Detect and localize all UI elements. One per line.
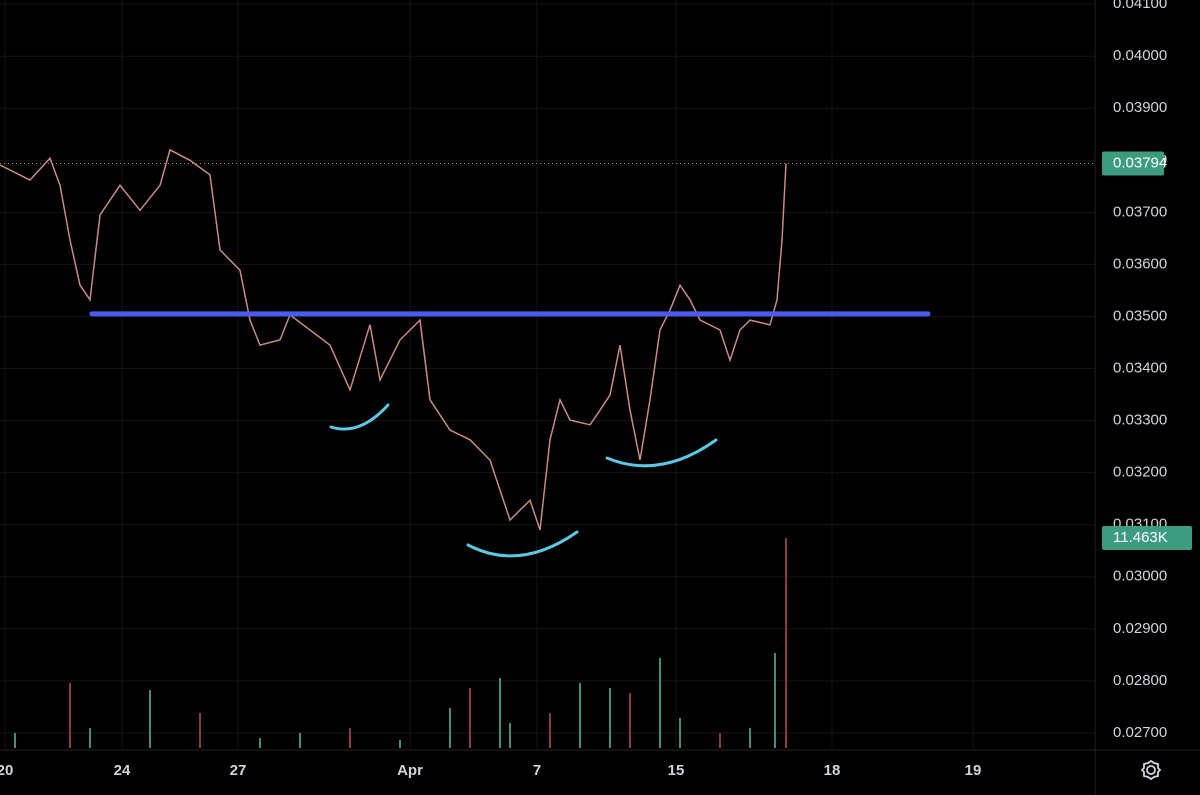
volume-bar	[774, 652, 776, 748]
arc	[605, 438, 718, 468]
y-tick-label: 0.02800	[1113, 672, 1167, 689]
arc	[329, 403, 390, 431]
last-price-label: 0.03794	[1113, 154, 1167, 171]
volume-bar	[469, 687, 471, 748]
last-volume-label: 11.463K	[1113, 529, 1168, 546]
last-price-box	[1102, 151, 1164, 176]
overlay: 0.027000.028000.029000.030000.031000.032…	[0, 0, 1192, 779]
volume-bar	[579, 682, 581, 748]
volume-bar	[449, 707, 451, 748]
volume-bar	[749, 727, 751, 748]
y-tick-label: 0.03700	[1113, 203, 1167, 220]
x-tick-label: 7	[533, 762, 541, 779]
y-tick-label: 0.03900	[1113, 99, 1167, 116]
last-volume-box	[1102, 526, 1192, 550]
y-tick-label: 0.04000	[1113, 47, 1167, 64]
volume-bar	[549, 712, 551, 748]
y-tick-label: 0.03000	[1113, 568, 1167, 585]
volume-bar	[349, 727, 351, 748]
gear-outline	[1140, 759, 1162, 781]
y-tick-label: 0.03600	[1113, 255, 1167, 272]
volume-bar	[399, 739, 401, 748]
y-tick-label: 0.02900	[1113, 620, 1167, 637]
y-tick-label: 0.03500	[1113, 307, 1167, 324]
x-tick-label: 24	[114, 762, 131, 779]
y-tick-label: 0.03300	[1113, 412, 1167, 429]
volume-bar	[259, 737, 261, 748]
x-tick-label: 20	[0, 762, 13, 779]
y-tick-label: 0.04100	[1113, 0, 1167, 12]
price-line	[0, 148, 787, 531]
pattern-arcs	[329, 403, 718, 558]
volume-bar	[89, 727, 91, 748]
x-tick-label: 27	[230, 762, 247, 779]
gear-center	[1146, 765, 1156, 775]
y-tick-label: 0.03200	[1113, 464, 1167, 481]
x-tick-label: 19	[965, 762, 982, 779]
y-tick-label: 0.03400	[1113, 360, 1167, 377]
x-tick-label: 15	[668, 762, 685, 779]
volume-bar	[659, 657, 661, 748]
volume-bar	[69, 682, 71, 748]
x-tick-label: 18	[824, 762, 841, 779]
volume-bar	[679, 717, 681, 748]
volume-bar	[149, 689, 151, 748]
volume-bar	[629, 692, 631, 748]
volume-bar	[609, 687, 611, 748]
y-tick-label: 0.02700	[1113, 724, 1167, 741]
volume-bar	[499, 677, 501, 748]
volume-bar	[14, 732, 16, 748]
settings-icon[interactable]	[1140, 759, 1162, 781]
x-tick-label: Apr	[397, 762, 423, 779]
volume-bar	[199, 712, 201, 748]
volume-bar	[299, 732, 301, 748]
volume-bar	[719, 732, 721, 748]
volume-bar	[509, 722, 511, 748]
volume-bar	[785, 538, 787, 748]
arc	[466, 530, 579, 558]
